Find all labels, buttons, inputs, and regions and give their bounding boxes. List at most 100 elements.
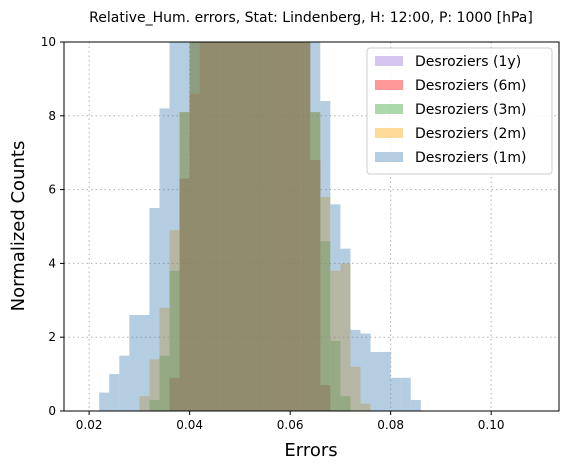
histogram-bar [189,93,200,411]
histogram-bar [300,42,311,411]
histogram-bar [219,42,230,411]
histogram-bar [390,377,401,411]
histogram-bar [179,112,190,411]
histogram-bar [169,270,180,411]
histogram-bar [229,42,240,411]
histogram-bar [270,42,281,411]
histogram-bar [149,208,160,411]
series-0 [169,42,331,411]
histogram-bar [259,42,271,411]
histogram-bar [280,42,291,411]
histogram-bar [189,42,200,411]
histogram-bar [169,377,180,411]
histogram-bar [270,42,281,411]
bars [99,42,421,411]
histogram-bar [179,112,190,411]
series-3 [139,42,371,411]
histogram-bar [360,403,371,411]
histogram-bar [189,42,200,411]
x-tick-label: 0.06 [277,418,304,432]
histogram-bar [239,42,250,411]
histogram-bar [199,42,210,411]
histogram-bar [350,366,361,411]
histogram-bar [410,399,421,411]
histogram-bar [189,42,200,411]
y-axis-ticks: 0 2 4 6 8 10 [41,35,64,418]
histogram-bar [310,112,321,411]
histogram-bar [129,315,140,411]
histogram-bar [330,204,341,411]
histogram-bar [249,42,260,411]
legend-swatch [375,104,403,114]
histogram-bar [300,42,311,411]
histogram-bar [370,351,381,411]
histogram-bar [320,196,331,411]
histogram-bar [199,42,210,411]
histogram-bar [259,42,271,411]
histogram-bar [239,42,250,411]
histogram-bar [209,42,220,411]
legend-label: Desroziers (1y) [415,54,521,70]
histogram-bar [209,42,220,411]
chart-title: Relative_Hum. errors, Stat: Lindenberg, … [89,10,533,26]
histogram-bar [229,42,240,411]
histogram-bar [300,42,311,411]
histogram-bar [159,307,170,411]
legend-label: Desroziers (1m) [415,150,527,166]
series-2 [149,42,351,411]
histogram-bar [280,42,291,411]
histogram-bar [270,42,281,411]
histogram-bar [330,270,341,411]
y-axis-label: Normalized Counts [8,141,29,312]
histogram-bar [259,42,271,411]
histogram-bar [249,42,260,411]
histogram-bar [209,42,220,411]
histogram-bar [290,42,301,411]
histogram-bar [189,42,200,411]
histogram-bar [139,396,150,411]
histogram-bar [380,351,391,411]
histogram-bar [179,178,190,411]
histogram-bar [219,42,230,411]
histogram-bar [290,42,301,411]
histogram-bar [179,178,190,411]
x-tick-label: 0.02 [76,418,103,432]
histogram-bar [139,315,150,411]
histogram-bar [239,42,250,411]
legend-swatch [375,128,403,138]
histogram-bar [149,359,160,411]
histogram-bar [199,42,210,411]
histogram-bar [109,374,120,411]
y-tick-label: 0 [48,404,56,418]
histogram-bar [320,241,331,411]
x-tick-label: 0.08 [377,418,404,432]
histogram-bar [310,112,321,411]
histogram-bar [249,42,260,411]
plot-frame [63,41,560,412]
histogram-bar [280,42,291,411]
histogram-bar [330,340,341,411]
histogram-bar [239,42,250,411]
histogram-bar [310,160,321,411]
histogram-bar [290,42,301,411]
histogram-bar [310,160,321,411]
histogram-bar [259,42,271,411]
histogram-bar [169,377,180,411]
histogram-bar [149,399,160,411]
histogram-bar [249,42,260,411]
histogram-bar [239,42,250,411]
histogram-bar [159,108,170,411]
histogram-bar [400,377,411,411]
histogram-bar [209,42,220,411]
histogram-bar [300,42,311,411]
y-tick-label: 8 [48,109,56,123]
legend-swatch [375,56,403,66]
histogram-bar [249,42,260,411]
histogram-bar [199,42,210,411]
histogram-bar [229,42,240,411]
histogram-bar [310,42,321,411]
histogram-bar [280,42,291,411]
y-tick-label: 2 [48,330,56,344]
histogram-bar [99,392,110,411]
histogram-bar [270,42,281,411]
